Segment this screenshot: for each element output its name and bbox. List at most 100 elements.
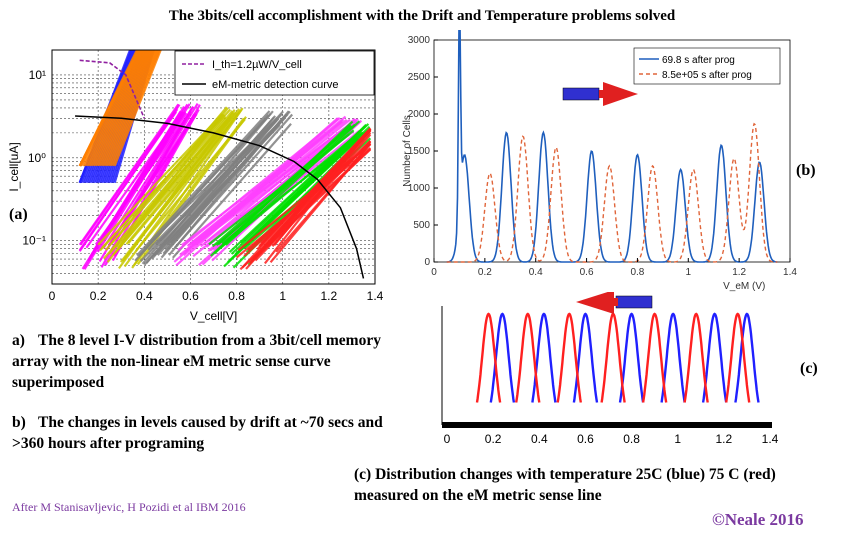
iv-trace — [106, 49, 158, 167]
iv-trace — [96, 103, 191, 253]
series-line-0 — [446, 30, 778, 263]
legend-label: 69.8 s after prog — [662, 55, 735, 66]
x-tick-label: 0.8 — [228, 289, 245, 303]
peak-curve — [734, 312, 760, 403]
iv-trace — [240, 123, 370, 245]
x-tick-label: 1 — [279, 289, 286, 303]
arrow-body — [599, 90, 605, 98]
series-line-1 — [446, 122, 778, 263]
panel-tag-a: (a) — [9, 206, 28, 223]
y-tick-label: 10⁻¹ — [22, 234, 46, 248]
y-tick-label: 1000 — [408, 183, 431, 194]
x-tick-label: 0 — [49, 289, 56, 303]
copyright: ©Neale 2016 — [712, 510, 804, 529]
iv-trace — [89, 49, 147, 167]
x-tick-label: 0.8 — [623, 432, 640, 446]
peak-curve — [701, 312, 728, 403]
page-title: The 3bits/cell accomplishment with the D… — [168, 8, 676, 24]
x-tick-label: 0.6 — [580, 267, 594, 278]
chart-a-legend: I_th=1.2µW/V_cell eM-metric detection cur… — [174, 50, 375, 96]
y-tick-label: 1500 — [408, 146, 431, 157]
peak-curve — [556, 312, 582, 403]
peak-curve — [515, 312, 541, 403]
iv-trace — [79, 49, 142, 167]
x-tick-label: 0 — [444, 432, 451, 446]
panel-tag-c: (c) — [800, 360, 818, 377]
peak-curve — [489, 312, 516, 403]
legend-label: eM-metric detection curve — [212, 79, 339, 91]
peak-curve — [600, 312, 626, 403]
iv-trace — [136, 110, 271, 257]
x-axis-label: V_eM (V) — [723, 281, 765, 292]
iv-trace — [79, 103, 181, 245]
arrow-head — [576, 292, 614, 314]
x-tick-label: 0.6 — [182, 289, 199, 303]
iv-trace — [109, 49, 160, 167]
arrow-body — [562, 87, 600, 101]
caption-b-text: The changes in levels caused by drift at… — [12, 414, 383, 452]
chart-c-baseline — [442, 422, 772, 428]
x-tick-label: 0.4 — [529, 267, 543, 278]
chart-a-frame — [51, 49, 376, 285]
x-tick-label: 0.2 — [478, 267, 492, 278]
iv-trace — [113, 49, 162, 167]
y-tick-label: 2000 — [408, 109, 431, 120]
iv-trace — [275, 143, 372, 253]
iv-trace — [102, 49, 155, 167]
caption-b: b) The changes in levels caused by drift … — [12, 412, 392, 454]
iv-trace — [194, 118, 351, 246]
x-tick-label: 0.8 — [630, 267, 644, 278]
arrow-left-icon — [576, 292, 653, 314]
x-tick-label: 1.4 — [762, 432, 779, 446]
arrow-body — [615, 295, 653, 309]
y-axis-label: I_cell[uA] — [7, 142, 21, 191]
iv-trace — [188, 118, 348, 246]
arrow-right-icon — [562, 82, 638, 106]
iv-trace — [149, 116, 279, 244]
caption-b-label: b) — [12, 414, 26, 431]
x-tick-label: 0.6 — [577, 432, 594, 446]
threshold-curve — [79, 59, 146, 119]
iv-trace — [116, 111, 235, 249]
legend-box — [633, 47, 781, 85]
x-axis-label: V_cell[V] — [190, 309, 237, 323]
series-1 — [475, 312, 751, 403]
iv-trace — [158, 110, 284, 248]
detection-curve — [75, 115, 365, 279]
iv-trace — [78, 108, 179, 252]
y-tick-label: 500 — [413, 220, 430, 231]
caption-a-text: The 8 level I-V distribution from a 3bit… — [12, 332, 381, 391]
x-tick-label: 1.2 — [732, 267, 746, 278]
level-band-L8 — [235, 127, 372, 271]
level-band-L2 — [78, 49, 162, 167]
peak-curve — [475, 312, 502, 403]
iv-trace — [96, 49, 152, 167]
peak-curve — [618, 312, 645, 403]
chart-b: 0 0.2 0.4 0.6 0.8 1 1.2 1.4 0 500 1000 1500 2000 2500… — [402, 30, 797, 292]
iv-trace — [98, 49, 153, 167]
level-band-L7 — [208, 120, 372, 269]
iv-trace — [225, 120, 361, 246]
iv-trace — [129, 108, 243, 252]
iv-trace — [127, 109, 242, 245]
y-tick-label: 10⁰ — [28, 151, 46, 165]
iv-trace — [242, 126, 371, 248]
iv-trace — [170, 110, 291, 244]
x-tick-label: 0.2 — [90, 289, 107, 303]
iv-trace — [87, 49, 146, 167]
iv-trace — [100, 49, 154, 167]
x-tick-label: 1.2 — [321, 289, 338, 303]
iv-trace — [92, 49, 150, 167]
y-tick-label: 2500 — [408, 72, 431, 83]
peak-curve — [725, 312, 751, 403]
x-tick-label: 1.2 — [716, 432, 733, 446]
y-tick-label: 0 — [424, 257, 430, 268]
iv-trace — [85, 49, 145, 167]
iv-trace — [136, 116, 247, 266]
iv-trace — [83, 49, 144, 167]
y-tick-label: 10¹ — [29, 68, 46, 82]
legend-box — [174, 50, 375, 96]
x-tick-label: 0.4 — [136, 289, 153, 303]
iv-trace — [94, 49, 151, 167]
x-tick-label: 1.4 — [367, 289, 384, 303]
